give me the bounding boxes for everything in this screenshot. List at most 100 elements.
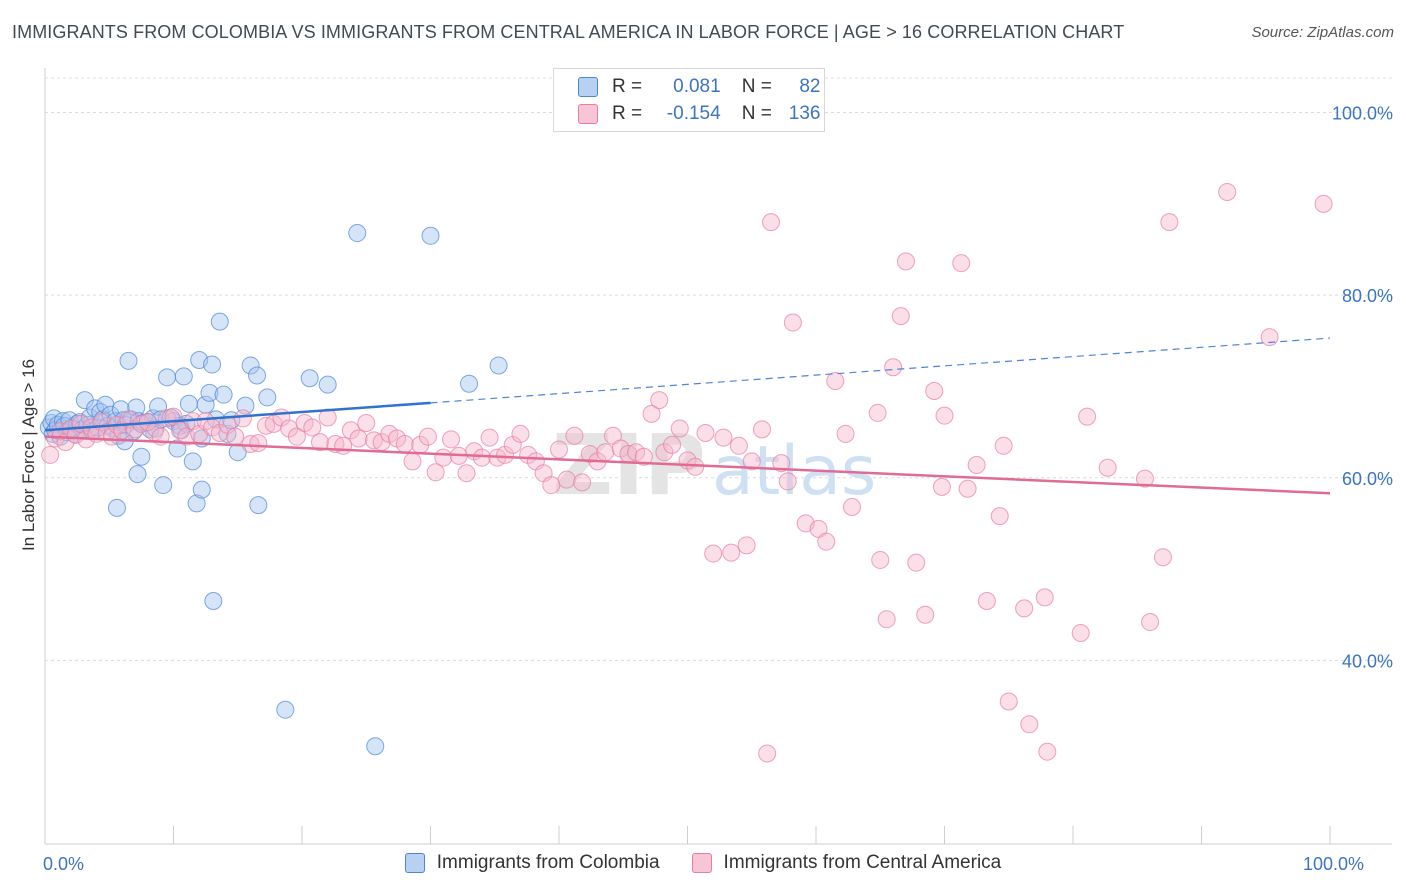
colombia-point	[241, 356, 260, 375]
colombia-point	[258, 388, 277, 407]
central-america-point	[990, 507, 1009, 526]
colombia-point	[192, 480, 211, 499]
colombia-point	[203, 355, 222, 374]
central-america-point	[418, 427, 437, 446]
colombia-point	[300, 369, 319, 388]
central-america-point	[925, 382, 944, 401]
central-america-point	[916, 605, 935, 624]
colombia-point	[421, 226, 440, 245]
central-america-point	[226, 427, 245, 446]
colombia-point	[249, 496, 268, 515]
central-america-point	[753, 420, 772, 439]
colombia-point	[348, 224, 367, 243]
central-america-point	[877, 610, 896, 629]
central-america-point	[952, 254, 971, 273]
central-america-point	[722, 543, 741, 562]
central-america-point	[403, 452, 422, 471]
central-america-trend-line	[44, 435, 1331, 495]
central-america-point	[580, 445, 599, 464]
central-america-point	[233, 409, 252, 428]
central-america-point	[977, 592, 996, 611]
central-america-point	[999, 692, 1018, 711]
source-credit: Source: ZipAtlas.com	[1251, 24, 1394, 41]
x-tick-label: 100.0%	[1303, 854, 1364, 874]
central-america-point	[737, 536, 756, 555]
central-america-point	[891, 307, 910, 326]
central-america-point	[196, 412, 215, 431]
central-america-swatch	[578, 104, 598, 124]
series-legend: Immigrants from Colombia Immigrants from…	[0, 852, 1406, 874]
central-america-point	[634, 447, 653, 466]
central-america-legend-swatch	[691, 853, 712, 873]
central-america-point	[1141, 613, 1160, 632]
central-america-point	[836, 424, 855, 443]
axes	[44, 68, 1392, 845]
colombia-point	[489, 356, 508, 375]
central-america-point	[357, 413, 376, 432]
colombia-point	[318, 375, 337, 394]
colombia-point	[107, 498, 126, 517]
central-america-point	[1160, 213, 1179, 232]
tick-labels: 40.0% 60.0% 80.0% 100.0% 0.0% 100.0%	[43, 104, 1393, 874]
colombia-point	[179, 394, 198, 413]
central-america-point	[241, 434, 260, 453]
colombia-point	[200, 383, 219, 402]
central-america-point	[496, 445, 515, 464]
central-america-point	[434, 448, 453, 467]
central-america-point	[542, 476, 561, 495]
central-america-point	[395, 434, 414, 453]
central-america-point	[1020, 715, 1039, 734]
central-america-point	[573, 473, 592, 492]
central-america-point	[670, 419, 689, 438]
n-label: N =	[741, 103, 772, 124]
central-america-point	[550, 440, 568, 459]
colombia-point	[158, 368, 177, 387]
central-america-r-value: -0.154	[666, 103, 721, 124]
central-america-point	[783, 313, 802, 332]
colombia-legend-swatch	[404, 853, 425, 873]
central-america-point	[257, 416, 276, 435]
colombia-legend-label: Immigrants from Colombia	[436, 852, 660, 873]
central-america-point	[41, 445, 60, 464]
central-america-legend-label: Immigrants from Central America	[723, 852, 1002, 873]
y-tick-label: 40.0%	[1342, 651, 1393, 671]
central-america-point	[1078, 407, 1097, 426]
central-america-point	[868, 403, 887, 422]
y-axis-label: In Labor Force | Age > 16	[19, 359, 38, 551]
colombia-trend-line	[44, 401, 431, 432]
colombia-n-value: 82	[799, 76, 821, 97]
central-america-point	[932, 477, 951, 496]
data-points	[39, 182, 1333, 763]
colombia-point	[132, 447, 151, 466]
x-tick-label: 0.0%	[43, 854, 84, 874]
n-label: N =	[741, 76, 772, 97]
central-america-point	[1035, 588, 1054, 607]
colombia-point	[183, 452, 202, 471]
central-america-point	[714, 428, 733, 447]
central-america-point	[742, 452, 761, 471]
central-america-point	[817, 532, 836, 551]
central-america-point	[663, 435, 682, 454]
central-america-point	[565, 426, 584, 445]
colombia-point	[214, 385, 233, 404]
central-america-point	[994, 436, 1013, 455]
legend-row-colombia: R = 0.081 N = 82	[578, 74, 820, 100]
colombia-swatch	[578, 77, 598, 97]
central-america-n-value: 136	[788, 103, 821, 124]
legend-item-colombia: Immigrants from Colombia	[404, 852, 660, 874]
colombia-point	[154, 476, 173, 495]
legend-row-central-america: R = -0.154 N = 136	[578, 101, 820, 127]
central-america-point	[1071, 623, 1090, 642]
central-america-point	[758, 744, 777, 763]
central-america-point	[349, 429, 368, 448]
colombia-point	[460, 374, 479, 393]
central-america-point	[967, 455, 986, 474]
colombia-trend-extension	[430, 337, 1331, 404]
central-america-point	[935, 406, 954, 425]
y-tick-label: 100.0%	[1332, 104, 1393, 124]
central-america-point	[557, 470, 576, 489]
colombia-point	[204, 592, 223, 611]
central-america-point	[729, 436, 748, 455]
central-america-point	[472, 448, 491, 467]
